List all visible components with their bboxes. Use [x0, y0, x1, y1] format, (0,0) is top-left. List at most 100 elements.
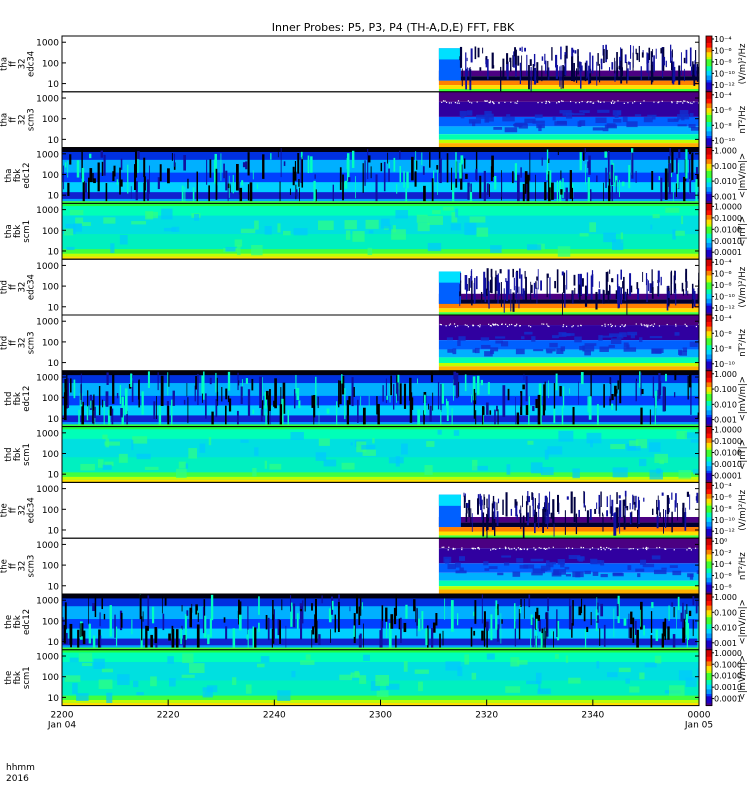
colorbar-swatch [706, 122, 712, 125]
y-tick-label: 100 [42, 673, 59, 683]
colorbar-swatch [706, 380, 712, 383]
colorbar-swatch [706, 142, 712, 146]
panel-ylabel-line: edc34 [27, 51, 37, 77]
colorbar-tick-label: 10⁻⁸ [714, 281, 732, 290]
colorbar-swatch [706, 531, 712, 535]
colorbar-swatch [706, 66, 712, 70]
panel-ylabel-line: tha [0, 57, 10, 71]
y-tick-label: 1000 [36, 541, 59, 551]
colorbar-swatch [706, 584, 712, 588]
colorbar-swatch [706, 361, 712, 365]
colorbar-tick-label: 10⁻¹² [714, 304, 735, 313]
colorbar-swatch [706, 566, 712, 569]
y-tick-label: 1000 [36, 206, 59, 216]
colorbar-swatch [706, 510, 712, 514]
panel-the-scm3: 10 100 1000 theff32scm3 10⁰ 10⁻² 10⁻⁴ 10⁻⁶ 10⁻⁸ n… [0, 537, 748, 595]
colorbar-swatch [706, 580, 712, 583]
colorbar-swatch [706, 196, 712, 200]
colorbar-swatch [706, 310, 712, 314]
colorbar-swatch [706, 263, 712, 267]
y-tick-label: 1000 [36, 597, 59, 607]
panel-ylabel-line: thd [0, 336, 10, 350]
panel-ylabel-line: scm3 [27, 108, 37, 131]
colorbar-swatch [706, 489, 712, 493]
colorbar-swatch [706, 184, 712, 188]
colorbar-tick-label: 0.0001 [714, 471, 742, 480]
panel-ylabel: thdff32scm3 [0, 332, 37, 355]
colorbar-swatch [706, 366, 712, 369]
colorbar-label: <|nT|> [738, 439, 748, 470]
colorbar-tick-label: 0.1000 [714, 437, 742, 446]
colorbar-swatch [706, 352, 712, 356]
colorbar-swatch [706, 315, 712, 318]
colorbar-swatch [706, 656, 712, 660]
panel-ylabel: theff32edc34 [0, 497, 37, 523]
colorbar-swatch [706, 487, 712, 490]
colorbar-swatch [706, 605, 712, 609]
panel-ylabel: thaff32scm3 [0, 108, 37, 131]
colorbar-swatch [706, 152, 712, 156]
colorbar-swatch [706, 80, 712, 83]
panel-the-scm1: 10 100 1000 thefbkscm1 1.0000 0.1000 0.0100 0.0… [4, 649, 748, 707]
y-tick-label: 10 [48, 415, 60, 425]
colorbar-swatch [706, 645, 712, 648]
colorbar-swatch [706, 119, 712, 123]
panel-thd-edc34: 101001000thdff32edc3410⁻⁴10⁻⁶10⁻⁸10⁻¹⁰10… [0, 258, 748, 316]
colorbar-swatch [706, 614, 712, 618]
colorbar-swatch [706, 87, 712, 90]
colorbar-swatch [706, 570, 712, 574]
colorbar-swatch [706, 335, 712, 339]
colorbar-swatch [706, 587, 712, 590]
colorbar-swatch [706, 359, 712, 362]
colorbar-swatch [706, 549, 712, 553]
colorbar-swatch [706, 140, 712, 144]
colorbar-swatch [706, 296, 712, 300]
colorbar-swatch [706, 233, 712, 237]
colorbar-label: nT²/Hz [738, 552, 748, 580]
y-tick-label: 1000 [36, 262, 59, 272]
colorbar-tick-label: 10⁻⁶ [714, 270, 732, 279]
panel-the-edc12: 10 100 1000 thefbkedc12 1.000 0.100 0.010 0.001… [4, 593, 748, 651]
y-tick-label: 10 [48, 526, 60, 536]
colorbar-swatch [706, 231, 712, 235]
colorbar-swatch [706, 270, 712, 274]
colorbar-swatch [706, 163, 712, 167]
colorbar-swatch [706, 498, 712, 502]
colorbar-swatch [706, 124, 712, 128]
colorbar-swatch [706, 591, 712, 595]
colorbar-swatch [706, 561, 712, 565]
panel-tha-scm1: 10 100 1000 thafbkscm1 1.0000 0.1000 0.0100 0.0… [4, 202, 748, 260]
colorbar-swatch [706, 173, 712, 176]
panel-image [62, 370, 699, 427]
colorbar-swatch [706, 626, 712, 630]
colorbar-swatch [706, 282, 712, 286]
colorbar-tick-label: 10⁻⁴ [714, 258, 732, 267]
colorbar-swatch [706, 242, 712, 246]
colorbar-swatch [706, 308, 712, 311]
panel-ylabel: thefbkscm1 [4, 666, 32, 689]
colorbar-swatch [706, 431, 712, 435]
colorbar-swatch [706, 684, 712, 688]
colorbar-swatch [706, 542, 712, 546]
colorbar-swatch [706, 461, 712, 465]
colorbar-swatch [706, 452, 712, 455]
colorbar-swatch [706, 640, 712, 644]
colorbar-swatch [706, 610, 712, 614]
panel-image [438, 91, 699, 148]
y-tick-label: 10 [48, 694, 60, 704]
colorbar-label: <|mV/m|> [738, 599, 748, 644]
y-tick-label: 100 [42, 562, 59, 572]
colorbar-swatch [706, 552, 712, 555]
colorbar-tick-label: 1.0000 [714, 649, 742, 658]
colorbar-swatch [706, 108, 712, 111]
colorbar: 10⁻⁴ 10⁻⁶ 10⁻⁸ 10⁻¹⁰ 10⁻¹²(V/m)²/Hz [705, 481, 748, 539]
colorbar-swatch [706, 575, 712, 579]
colorbar-swatch [706, 698, 712, 702]
colorbar-swatch [706, 375, 712, 379]
panel-ylabel-line: ff [9, 506, 19, 513]
colorbar-label: <|mV/m|> [738, 153, 748, 198]
colorbar-label: (V/m)²/Hz [738, 489, 748, 530]
colorbar-swatch [706, 180, 712, 183]
colorbar-swatch [706, 517, 712, 521]
